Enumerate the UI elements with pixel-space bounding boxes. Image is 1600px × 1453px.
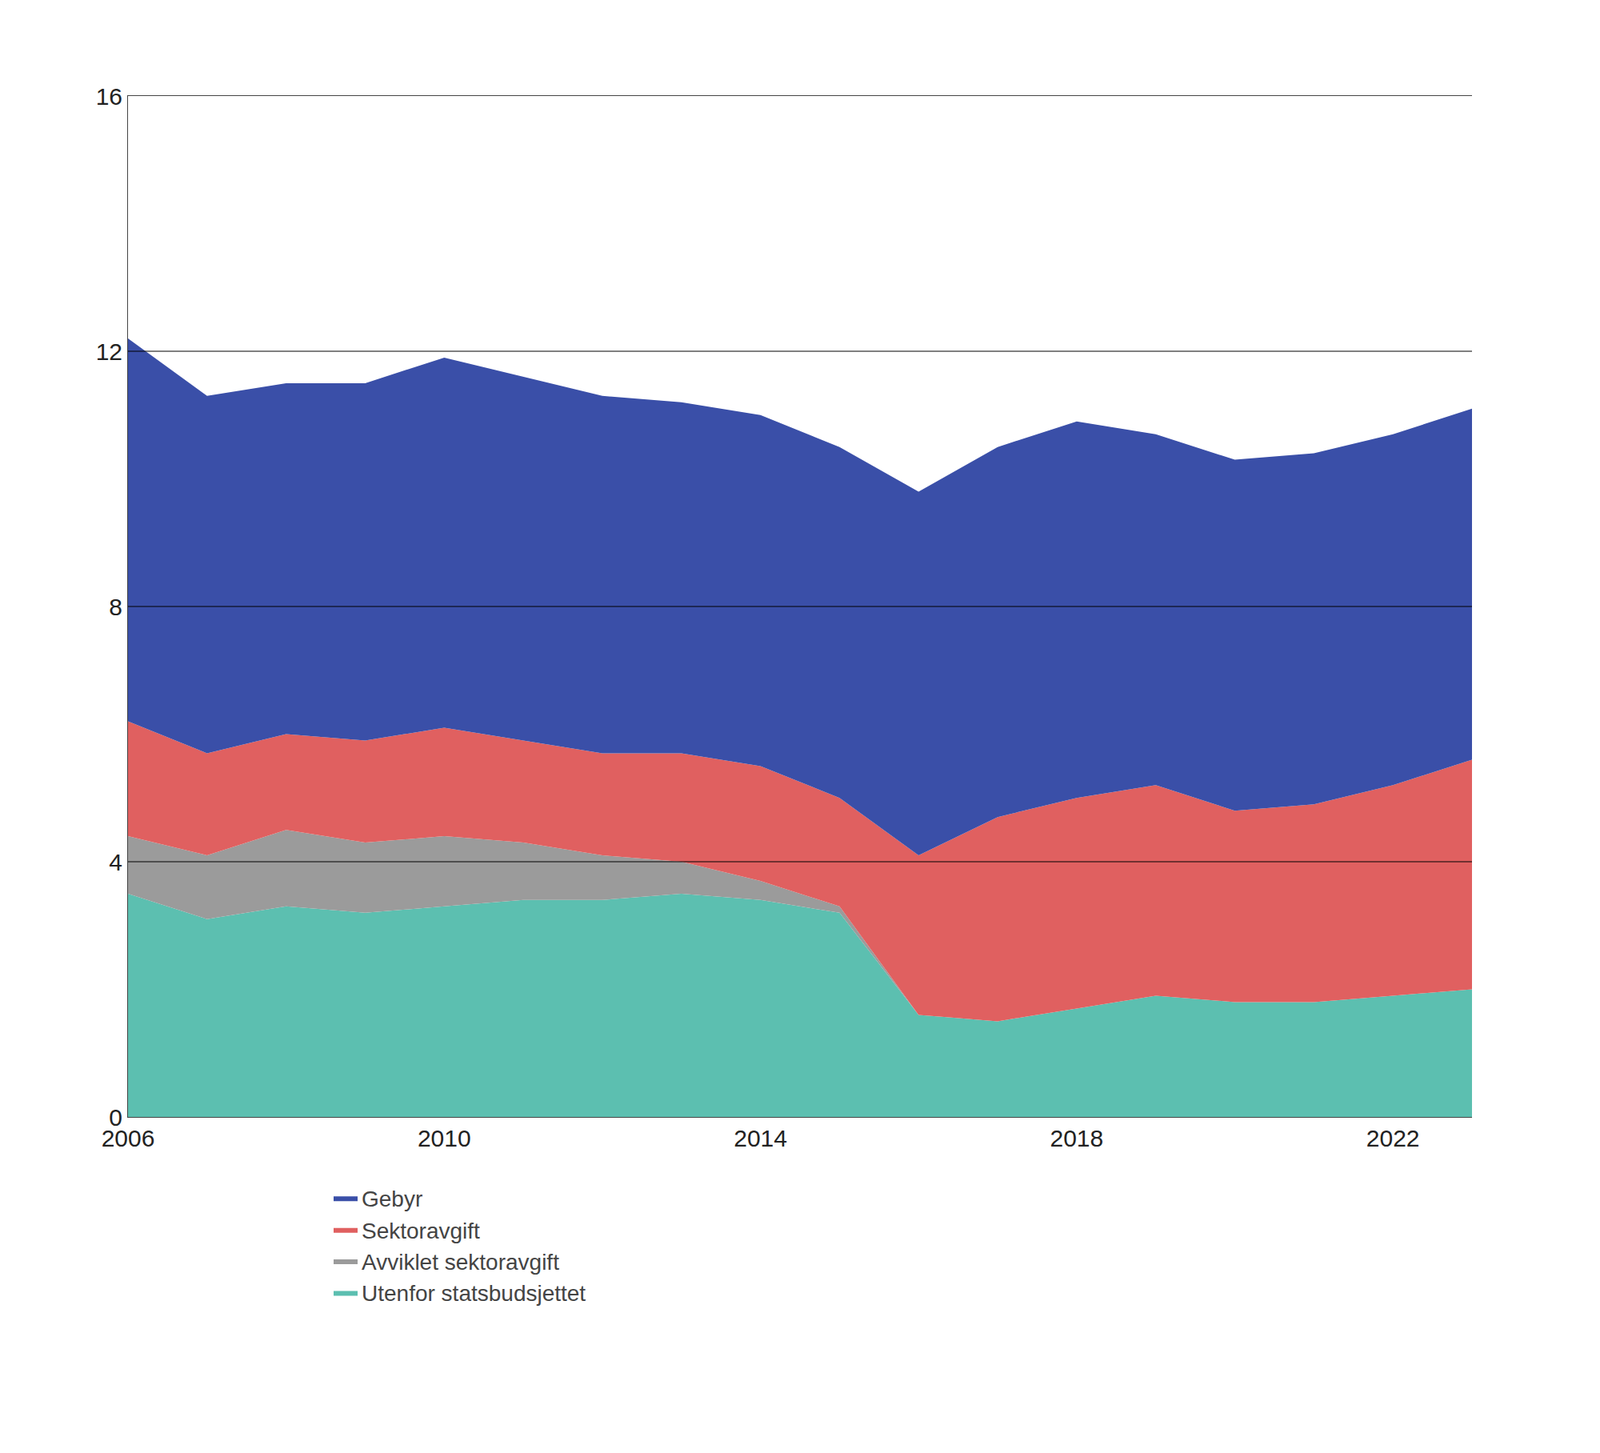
svg-text:Gebyr: Gebyr <box>361 1186 423 1212</box>
svg-text:0: 0 <box>108 1104 123 1131</box>
svg-text:2006: 2006 <box>101 1124 156 1152</box>
svg-text:2010: 2010 <box>417 1124 472 1152</box>
svg-text:16: 16 <box>96 83 123 110</box>
svg-text:8: 8 <box>108 593 123 620</box>
svg-text:Sektoravgift: Sektoravgift <box>361 1218 480 1244</box>
svg-text:Avviklet sektoravgift: Avviklet sektoravgift <box>361 1249 560 1275</box>
svg-text:2018: 2018 <box>1050 1124 1104 1152</box>
svg-text:Utenfor statsbudsjettet: Utenfor statsbudsjettet <box>361 1280 586 1306</box>
svg-text:2022: 2022 <box>1366 1124 1420 1152</box>
svg-text:12: 12 <box>96 338 123 365</box>
svg-text:2014: 2014 <box>733 1124 788 1152</box>
svg-text:4: 4 <box>108 848 123 876</box>
